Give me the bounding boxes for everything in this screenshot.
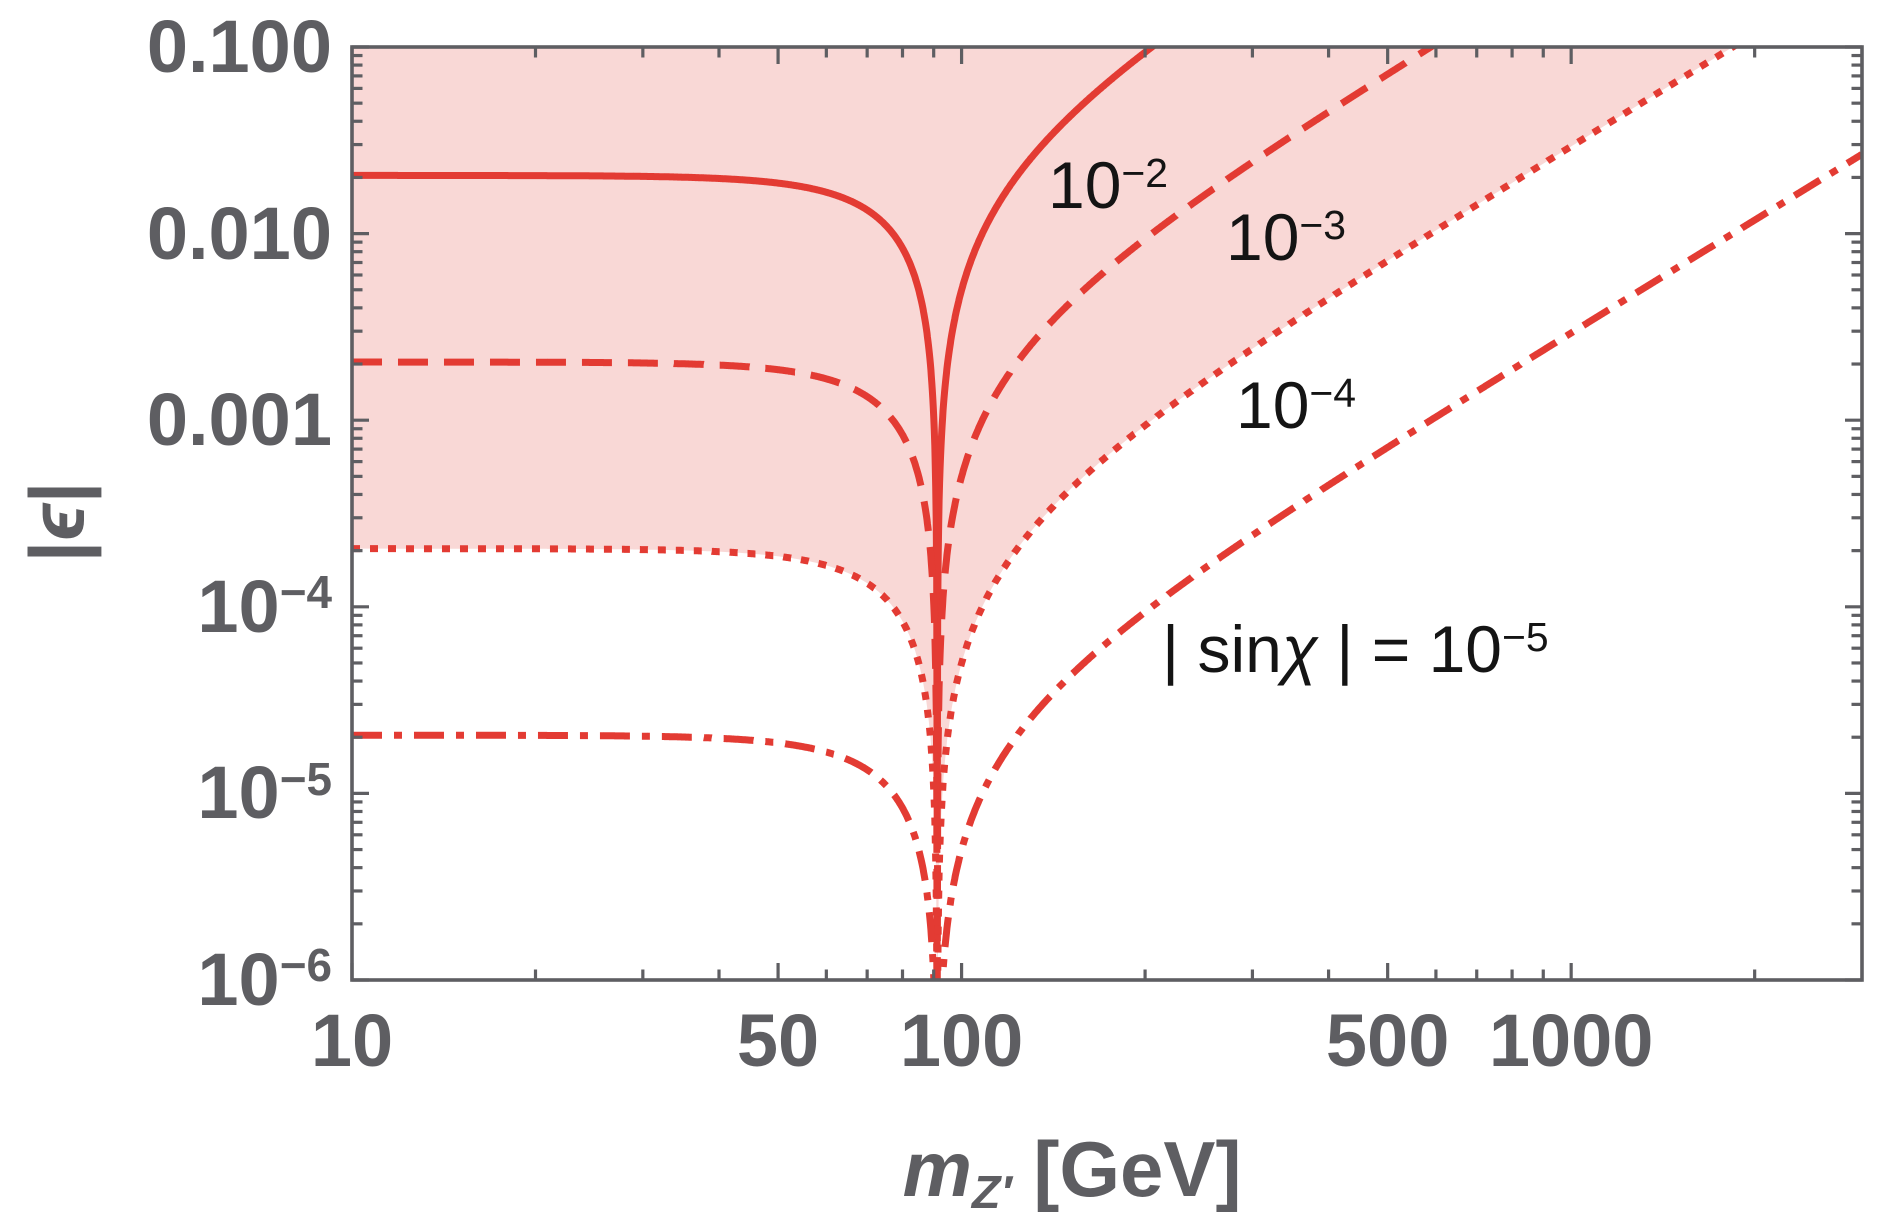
y-tick-label: 10−6 [32, 935, 332, 1034]
text-segment: 10 [197, 751, 280, 835]
text-segment: −2 [1121, 149, 1169, 196]
text-segment: | sin [1162, 612, 1282, 686]
shaded-excluded-region [352, 47, 1734, 980]
text-segment: 10 [197, 938, 280, 1021]
text-segment: −4 [1309, 369, 1357, 416]
text-segment: [GeV] [1011, 1125, 1242, 1213]
text-segment: m [902, 1125, 972, 1213]
x-tick-label-10: 10 [310, 999, 394, 1082]
text-segment: ϵ [13, 503, 101, 541]
x-tick-label-1000: 1000 [1488, 999, 1654, 1082]
contour-dashed-sinchi-0.001 [352, 47, 1438, 980]
curve-label-sinchi-1e-3: 10−3 [1226, 200, 1346, 283]
x-tick-label-100: 100 [899, 999, 1024, 1082]
plot-frame [350, 45, 1864, 982]
text-segment: 0.010 [146, 191, 332, 275]
y-tick-label: 0.100 [32, 2, 332, 92]
y-axis-title: |ϵ| [13, 481, 101, 563]
text-segment: Z′ [971, 1165, 1012, 1218]
text-segment: −5 [279, 752, 332, 805]
contour-dotted-sinchi-0.0001 [352, 47, 1740, 980]
y-tick-label: 0.010 [32, 189, 332, 279]
x-tick-label-500: 500 [1325, 999, 1450, 1082]
text-segment: 0.100 [146, 5, 332, 88]
text-segment: 10 [1226, 200, 1300, 274]
text-segment: 10 [197, 564, 280, 648]
excluded-region-fill [352, 47, 1734, 980]
text-segment: −4 [279, 565, 332, 618]
text-segment: 0.001 [146, 378, 332, 462]
curve-label-sinchi-1e-2: 10−2 [1048, 148, 1168, 231]
y-tick-label: 0.001 [32, 375, 332, 465]
contour-solid-sinchi-0.01 [352, 47, 1158, 836]
text-segment: −5 [1502, 613, 1549, 660]
curve-label-sinchi-1e-4: 10−4 [1236, 368, 1356, 451]
x-tick-label-50: 50 [736, 999, 820, 1082]
y-tick-label: 10−5 [32, 748, 332, 847]
text-segment: | [13, 481, 101, 504]
text-segment: 10 [1048, 148, 1122, 222]
text-segment: χ [1281, 612, 1318, 686]
y-tick-label: 10−4 [32, 562, 332, 661]
text-segment: −3 [1299, 201, 1347, 248]
contour-dashdot-sinchi-0.00001 [352, 151, 1862, 980]
x-axis-title: mZ′ [GeV] [772, 1126, 1372, 1223]
plot-frame-and-ticks [350, 45, 1864, 982]
text-segment: | = 10 [1317, 612, 1503, 686]
curve-label-sinchi-1e-5: | sinχ | = 10−5 [1162, 612, 1549, 695]
text-segment: −6 [279, 939, 332, 992]
text-segment: 10 [1236, 368, 1310, 442]
text-segment: | [13, 540, 101, 563]
sinchi-contour-curves [352, 47, 1862, 980]
